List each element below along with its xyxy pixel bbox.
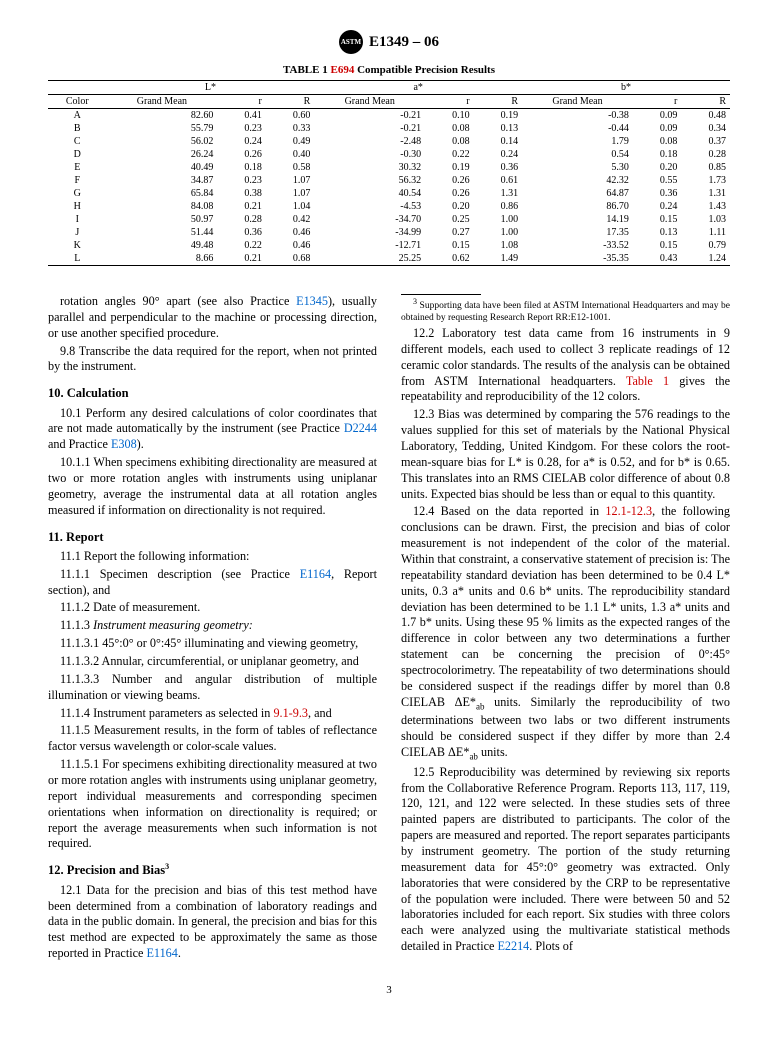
ref-E1164b[interactable]: E1164 (146, 946, 177, 960)
p-11-1-3-1: 11.1.3.1 45°:0° or 0°:45° illuminating a… (48, 636, 377, 652)
table-row: A82.600.410.60-0.210.100.19-0.380.090.48 (48, 109, 730, 123)
p-12-2: 12.2 Laboratory test data came from 16 i… (401, 326, 730, 405)
h-10: 10. Calculation (48, 385, 377, 401)
table-row: I50.970.280.42-34.700.251.0014.190.151.0… (48, 213, 730, 226)
table-row: J51.440.360.46-34.990.271.0017.350.131.1… (48, 226, 730, 239)
p-12-3: 12.3 Bias was determined by comparing th… (401, 407, 730, 502)
h-11: 11. Report (48, 529, 377, 545)
table-row: D26.240.260.40-0.300.220.240.540.180.28 (48, 148, 730, 161)
p-11-1-3-3: 11.1.3.3 Number and angular distribution… (48, 672, 377, 704)
p-12-1: 12.1 Data for the precision and bias of … (48, 883, 377, 962)
p-rotation: rotation angles 90° apart (see also Prac… (48, 294, 377, 342)
table-row: B55.790.230.33-0.210.080.13-0.440.090.34 (48, 122, 730, 135)
table-row: K49.480.220.46-12.710.151.08-33.520.150.… (48, 239, 730, 252)
astm-logo-icon: ASTM (339, 30, 363, 54)
table-row: G65.840.381.0740.540.261.3164.870.361.31 (48, 187, 730, 200)
p-10-1-1: 10.1.1 When specimens exhibiting directi… (48, 455, 377, 518)
p-11-1-3: 11.1.3 Instrument measuring geometry: (48, 618, 377, 634)
body-columns: rotation angles 90° apart (see also Prac… (48, 294, 730, 966)
p-12-4: 12.4 Based on the data reported in 12.1-… (401, 504, 730, 762)
table-row: L8.660.210.6825.250.621.49-35.350.431.24 (48, 252, 730, 266)
p-11-1-5: 11.1.5 Measurement results, in the form … (48, 723, 377, 755)
footnote-3: 3 Supporting data have been filed at AST… (401, 297, 730, 324)
p-11-1-2: 11.1.2 Date of measurement. (48, 600, 377, 616)
p-11-1-4: 11.1.4 Instrument parameters as selected… (48, 706, 377, 722)
p-11-1-5-1: 11.1.5.1 For specimens exhibiting direct… (48, 757, 377, 852)
ref-9-1-9-3[interactable]: 9.1-9.3 (273, 706, 308, 720)
table-row: F34.870.231.0756.320.260.6142.320.551.73 (48, 174, 730, 187)
designation: E1349 – 06 (369, 34, 439, 51)
table-caption-ref: E694 (330, 64, 354, 76)
ref-12-1-12-3[interactable]: 12.1-12.3 (605, 504, 652, 518)
ref-E1164a[interactable]: E1164 (300, 567, 331, 581)
p-9-8: 9.8 Transcribe the data required for the… (48, 344, 377, 376)
sub-header-row: Color Grand Mean r R Grand Mean r R Gran… (48, 95, 730, 109)
table-caption: TABLE 1 E694 Compatible Precision Result… (48, 64, 730, 76)
p-10-1: 10.1 Perform any desired calculations of… (48, 406, 377, 454)
footnote-rule (401, 294, 481, 295)
h-12: 12. Precision and Bias3 (48, 862, 377, 878)
group-header-b: b* (522, 81, 730, 95)
p-12-5: 12.5 Reproducibility was determined by r… (401, 765, 730, 955)
p-11-1-3-2: 11.1.3.2 Annular, circumferential, or un… (48, 654, 377, 670)
ref-E2214[interactable]: E2214 (497, 939, 529, 953)
table-row: C56.020.240.49-2.480.080.141.790.080.37 (48, 135, 730, 148)
p-11-1: 11.1 Report the following information: (48, 549, 377, 565)
ref-E308[interactable]: E308 (111, 437, 137, 451)
ref-E1345[interactable]: E1345 (296, 294, 328, 308)
ref-D2244[interactable]: D2244 (344, 421, 377, 435)
p-11-1-1: 11.1.1 Specimen description (see Practic… (48, 567, 377, 599)
group-header-L: L* (107, 81, 315, 95)
table-row: H84.080.211.04-4.530.200.8686.700.241.43 (48, 200, 730, 213)
document-header: ASTM E1349 – 06 (48, 30, 730, 54)
group-header-a: a* (314, 81, 522, 95)
precision-table: L* a* b* Color Grand Mean r R Grand Mean… (48, 80, 730, 266)
table-row: E40.490.180.5830.320.190.365.300.200.85 (48, 161, 730, 174)
ref-table1[interactable]: Table 1 (626, 374, 669, 388)
page-number: 3 (48, 984, 730, 996)
